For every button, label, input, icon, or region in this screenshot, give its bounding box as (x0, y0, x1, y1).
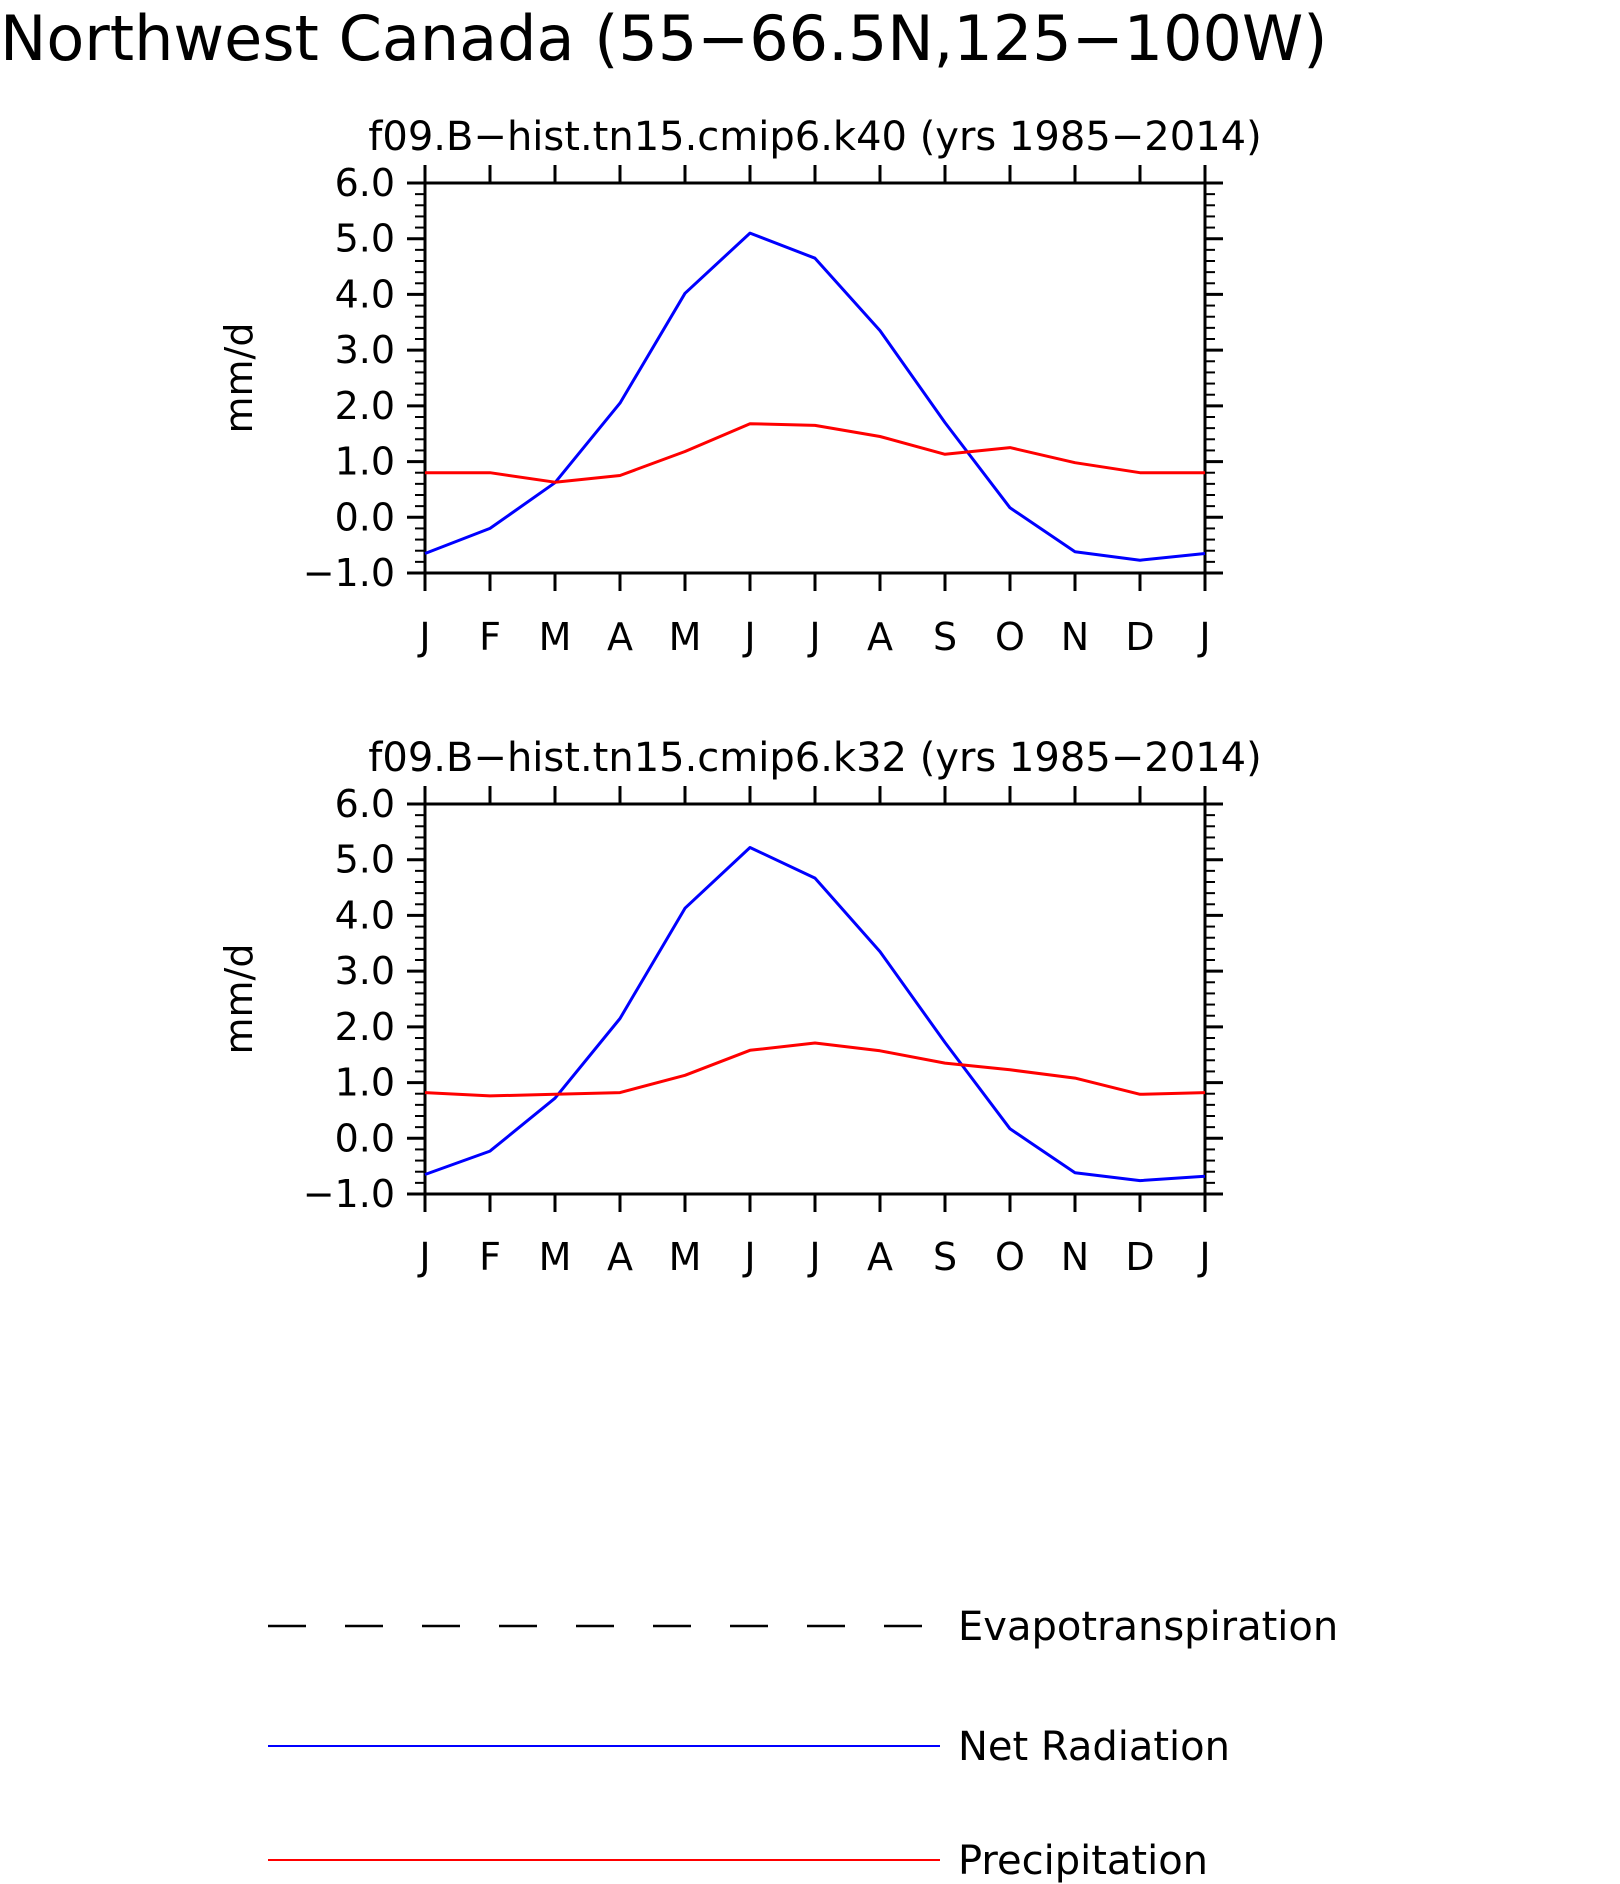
x-tick-label: J (1197, 615, 1210, 659)
y-tick-label: 4.0 (335, 272, 395, 316)
panel-title: f09.B−hist.tn15.cmip6.k32 (yrs 1985−2014… (368, 735, 1261, 781)
y-tick-label: −1.0 (303, 551, 395, 595)
series-line-precipitation (425, 422, 1205, 484)
x-tick-label: M (539, 1235, 572, 1279)
legend-label: Precipitation (958, 1838, 1208, 1884)
y-tick-label: −1.0 (303, 1172, 395, 1216)
series-line-precipitation (424, 1041, 1206, 1098)
x-tick-label: M (539, 615, 572, 659)
y-axis-label: mm/d (217, 323, 261, 434)
x-tick-label: J (417, 615, 430, 659)
x-tick-label: A (867, 615, 893, 659)
x-tick-label: J (1197, 1235, 1210, 1279)
x-tick-label: N (1061, 615, 1089, 659)
x-tick-label: S (933, 615, 957, 659)
series-line-net-radiation (424, 231, 1206, 562)
x-tick-label: J (742, 1235, 755, 1279)
y-tick-label: 3.0 (335, 328, 395, 372)
y-tick-label: 5.0 (335, 838, 395, 882)
x-tick-label: F (479, 615, 501, 659)
legend-label: Net Radiation (958, 1724, 1230, 1770)
y-axis-label: mm/d (217, 944, 261, 1055)
x-tick-label: J (807, 1235, 820, 1279)
x-tick-label: A (867, 1235, 893, 1279)
y-tick-label: 6.0 (335, 782, 395, 826)
x-tick-label: A (607, 1235, 633, 1279)
legend: Evapotranspiration Net Radiation Precipita… (268, 1604, 1338, 1884)
plot-frame (423, 181, 1207, 575)
y-tick-label: 6.0 (335, 161, 395, 205)
y-tick-label: 0.0 (335, 495, 395, 539)
y-tick-label: 1.0 (335, 1061, 395, 1105)
y-tick-label: 3.0 (335, 949, 395, 993)
plot-frame (423, 802, 1207, 1196)
main-title: Northwest Canada (55−66.5N,125−100W) (0, 2, 1328, 75)
panel-title: f09.B−hist.tn15.cmip6.k40 (yrs 1985−2014… (368, 114, 1261, 160)
y-tick-label: 0.0 (335, 1116, 395, 1160)
y-tick-label: 4.0 (335, 893, 395, 937)
y-tick-label: 5.0 (335, 217, 395, 261)
x-tick-label: O (995, 1235, 1025, 1279)
x-tick-label: J (742, 615, 755, 659)
chart-panel-bottom: f09.B−hist.tn15.cmip6.k32 (yrs 1985−2014… (217, 735, 1262, 1279)
x-tick-label: N (1061, 1235, 1089, 1279)
chart-panel-top: f09.B−hist.tn15.cmip6.k40 (yrs 1985−2014… (217, 114, 1262, 659)
x-tick-label: M (669, 1235, 702, 1279)
x-tick-label: M (669, 615, 702, 659)
legend-label: Evapotranspiration (958, 1604, 1338, 1650)
x-tick-label: J (807, 615, 820, 659)
x-tick-label: D (1125, 1235, 1154, 1279)
y-tick-label: 2.0 (335, 384, 395, 428)
x-tick-label: A (607, 615, 633, 659)
y-tick-label: 2.0 (335, 1005, 395, 1049)
x-tick-label: J (417, 1235, 430, 1279)
x-tick-label: F (479, 1235, 501, 1279)
x-tick-label: O (995, 615, 1025, 659)
x-tick-label: D (1125, 615, 1154, 659)
x-tick-label: S (933, 1235, 957, 1279)
series-line-net-radiation (424, 846, 1206, 1183)
y-tick-label: 1.0 (335, 440, 395, 484)
